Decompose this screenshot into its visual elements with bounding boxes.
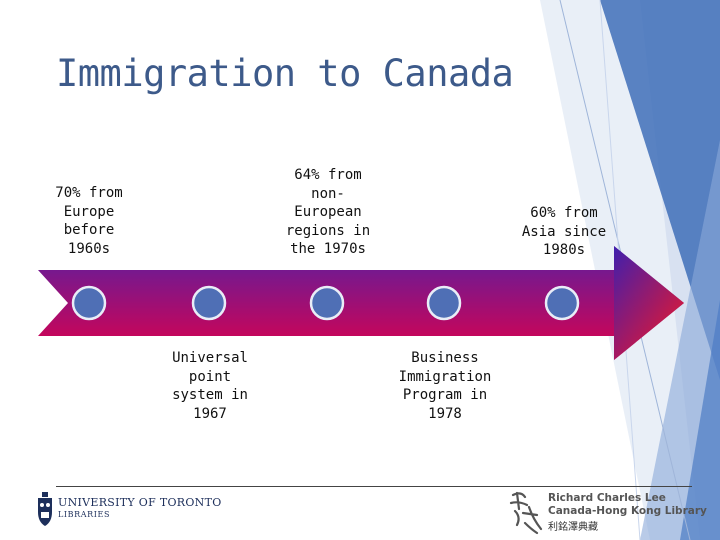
footer-divider xyxy=(56,486,692,487)
timeline-label-above: 70% from Europe before 1960s xyxy=(55,185,123,257)
crest-icon xyxy=(38,492,52,526)
rcl-logo: Richard Charles Lee Canada-Hong Kong Lib… xyxy=(505,487,707,537)
uoft-logo: UNIVERSITY OF TORONTO LIBRARIES xyxy=(36,490,226,532)
timeline-marker xyxy=(71,285,107,321)
timeline-label-below: Universal point system in 1967 xyxy=(172,350,248,422)
calligraphy-icon xyxy=(509,491,543,535)
timeline-marker xyxy=(426,285,462,321)
timeline-markers xyxy=(71,285,580,321)
timeline-label-above: 64% from non- European regions in the 19… xyxy=(285,167,371,257)
timeline-marker xyxy=(544,285,580,321)
page-title: Immigration to Canada xyxy=(56,52,514,95)
uoft-libraries: LIBRARIES xyxy=(58,510,111,519)
timeline-marker xyxy=(309,285,345,321)
rcl-line1: Richard Charles Lee xyxy=(548,492,666,504)
uoft-name: UNIVERSITY OF TORONTO xyxy=(58,496,222,509)
timeline-label-above: 60% from Asia since 1980s xyxy=(521,205,607,258)
timeline-marker xyxy=(191,285,227,321)
timeline-label-below: Business Immigration Program in 1978 xyxy=(398,350,492,422)
rcl-line3: 利銘澤典藏 xyxy=(548,522,598,533)
rcl-line2: Canada-Hong Kong Library xyxy=(548,505,707,517)
